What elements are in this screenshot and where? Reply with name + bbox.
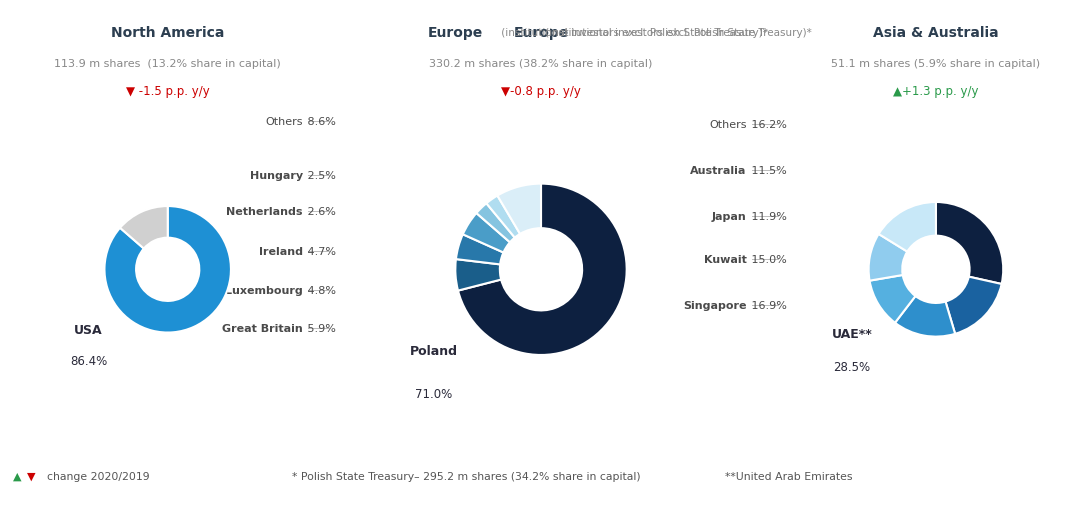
Text: change 2020/2019: change 2020/2019 [40, 471, 149, 481]
Text: 71.0%: 71.0% [415, 387, 452, 400]
Text: 330.2 m shares (38.2% share in capital): 330.2 m shares (38.2% share in capital) [430, 59, 652, 69]
Text: **United Arab Emirates: **United Arab Emirates [725, 471, 853, 481]
Text: Others: Others [265, 117, 303, 127]
Wedge shape [476, 204, 515, 243]
Text: ▲: ▲ [13, 471, 22, 481]
Text: 2.5%: 2.5% [304, 171, 335, 181]
Text: 86.4%: 86.4% [70, 355, 107, 368]
Wedge shape [120, 207, 168, 249]
Text: ▼ -1.5 p.p. y/y: ▼ -1.5 p.p. y/y [126, 85, 210, 98]
Text: ▲+1.3 p.p. y/y: ▲+1.3 p.p. y/y [893, 85, 979, 98]
Text: 11.9%: 11.9% [748, 211, 787, 221]
Wedge shape [879, 203, 936, 252]
Text: Netherlands: Netherlands [226, 206, 303, 216]
Wedge shape [487, 196, 520, 238]
Text: Luxembourg: Luxembourg [225, 285, 303, 295]
Wedge shape [463, 214, 510, 253]
Text: (institutional investors excl. Polish State Treasury)*: (institutional investors excl. Polish St… [498, 28, 767, 38]
Text: 15.0%: 15.0% [748, 254, 787, 265]
Text: ▼: ▼ [27, 471, 36, 481]
Text: 113.9 m shares  (13.2% share in capital): 113.9 m shares (13.2% share in capital) [54, 59, 281, 69]
Wedge shape [946, 277, 1002, 334]
Text: Hungary: Hungary [250, 171, 303, 181]
Text: Singapore: Singapore [683, 300, 747, 310]
Text: 2.6%: 2.6% [304, 206, 335, 216]
Text: Japan: Japan [712, 211, 747, 221]
Wedge shape [498, 184, 541, 235]
Text: Poland: Poland [410, 345, 458, 357]
Text: 4.7%: 4.7% [304, 247, 337, 257]
Wedge shape [456, 235, 503, 265]
Text: North America: North America [111, 26, 224, 40]
Wedge shape [936, 203, 1003, 285]
Wedge shape [870, 275, 915, 323]
Text: 4.8%: 4.8% [304, 285, 337, 295]
Text: UAE**: UAE** [831, 327, 872, 340]
Text: 28.5%: 28.5% [833, 361, 870, 374]
Wedge shape [456, 260, 501, 291]
Text: Others: Others [709, 120, 747, 130]
Text: (institutional investors excl. Polish State Treasury)*: (institutional investors excl. Polish St… [542, 28, 812, 38]
Wedge shape [458, 184, 626, 355]
Text: ▼-0.8 p.p. y/y: ▼-0.8 p.p. y/y [501, 85, 581, 98]
Text: 5.9%: 5.9% [304, 323, 335, 333]
Wedge shape [869, 235, 908, 281]
Text: 8.6%: 8.6% [304, 117, 335, 127]
Wedge shape [105, 207, 230, 333]
Text: Asia & Australia: Asia & Australia [873, 26, 999, 40]
Text: Europe: Europe [513, 26, 569, 40]
Text: 16.9%: 16.9% [748, 300, 787, 310]
Text: USA: USA [75, 323, 103, 336]
Text: Australia: Australia [690, 165, 747, 176]
Text: 11.5%: 11.5% [748, 165, 787, 176]
Text: * Polish State Treasury– 295.2 m shares (34.2% share in capital): * Polish State Treasury– 295.2 m shares … [292, 471, 641, 481]
Text: Ireland: Ireland [259, 247, 303, 257]
Text: 16.2%: 16.2% [748, 120, 787, 130]
Text: 51.1 m shares (5.9% share in capital): 51.1 m shares (5.9% share in capital) [831, 59, 1041, 69]
Wedge shape [895, 296, 955, 337]
Text: Kuwait: Kuwait [703, 254, 747, 265]
Text: Europe: Europe [427, 26, 483, 40]
Text: Great Britain: Great Britain [222, 323, 303, 333]
